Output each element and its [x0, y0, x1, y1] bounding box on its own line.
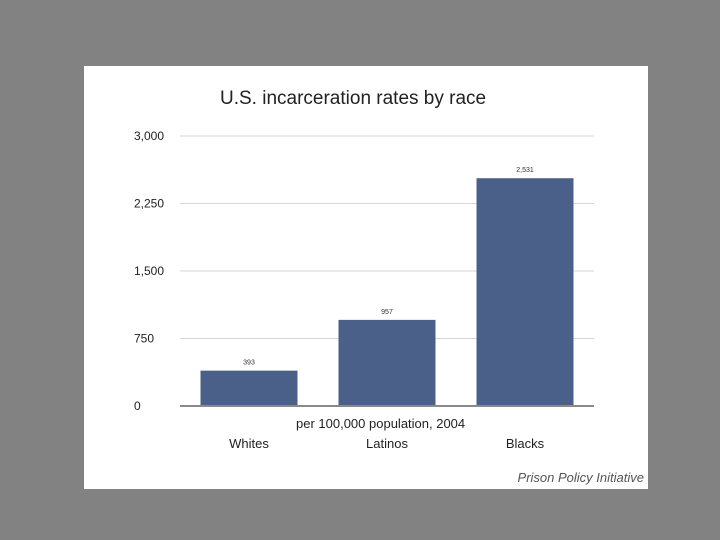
y-tick-label: 2,250: [134, 197, 164, 211]
chart-subtitle: per 100,000 population, 2004: [296, 416, 466, 431]
chart-title: U.S. incarceration rates by race: [220, 88, 487, 109]
x-tick-label: Whites: [229, 436, 269, 451]
y-tick-label: 3,000: [134, 129, 164, 143]
x-tick-label: Latinos: [366, 436, 408, 451]
bar-value-label: 957: [381, 309, 393, 316]
y-tick-label: 0: [134, 399, 141, 413]
bar-whites: [200, 370, 298, 406]
bar-value-label: 2,531: [516, 167, 534, 174]
y-tick-label: 750: [134, 332, 154, 346]
bar-chart: 0 750 1,500 2,250 3,000 393 Whites 957 Latinos 2,…: [134, 129, 594, 451]
bar-blacks: [476, 178, 574, 406]
chart-card: U.S. incarceration rates by race 0 750 1,5…: [84, 66, 648, 489]
bar-value-label: 393: [243, 360, 255, 367]
x-tick-label: Blacks: [506, 436, 545, 451]
y-tick-label: 1,500: [134, 264, 164, 278]
bar-latinos: [338, 319, 436, 406]
source-credit: Prison Policy Initiative: [517, 470, 644, 485]
